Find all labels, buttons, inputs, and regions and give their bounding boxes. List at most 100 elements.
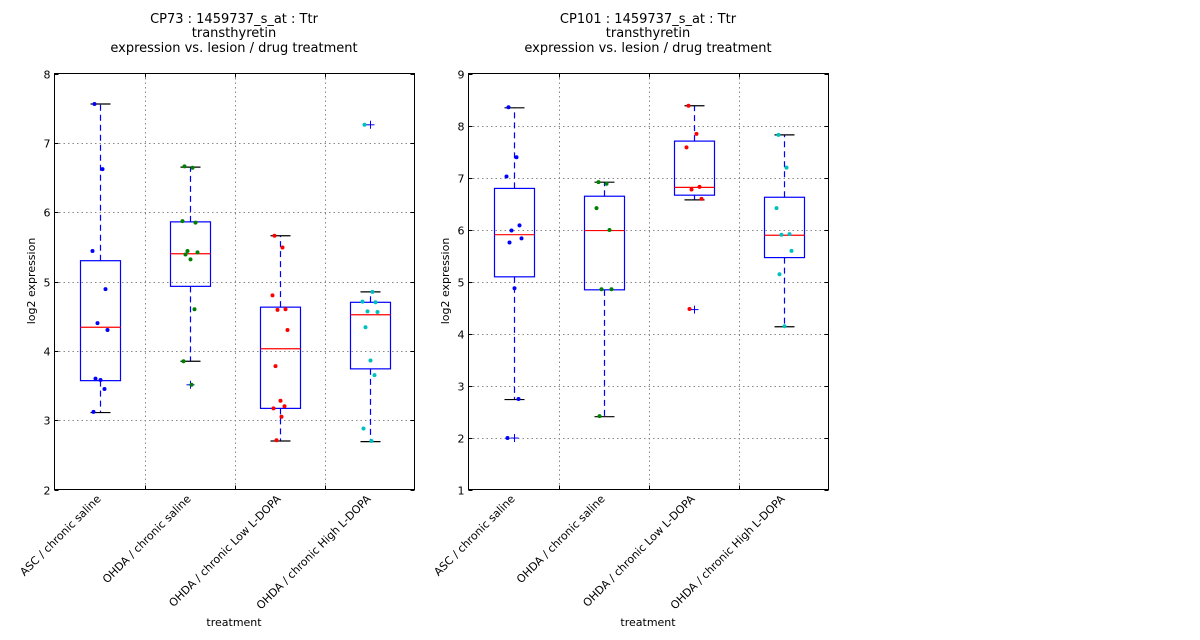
data-point [687, 307, 692, 312]
y-axis-label: log2 expression [25, 238, 38, 325]
data-point [195, 250, 200, 255]
data-point [90, 248, 95, 253]
data-point [192, 307, 197, 312]
chart-title-line-1: CP73 : 1459737_s_at : Ttr [150, 12, 319, 27]
data-point [92, 102, 97, 107]
y-tick-label: 8 [458, 121, 465, 134]
x-axis-label: treatment [620, 616, 676, 629]
y-tick-label: 5 [458, 277, 465, 290]
data-point [98, 377, 103, 382]
y-tick-label: 7 [458, 173, 465, 186]
box-3 [349, 120, 392, 443]
data-point [193, 220, 198, 225]
data-point [777, 272, 782, 277]
data-point [91, 409, 96, 414]
chart-title-line-2: transthyretin [192, 26, 276, 41]
data-point [782, 324, 787, 329]
plot-frame [54, 73, 415, 490]
data-point [105, 328, 110, 333]
data-point [784, 165, 789, 170]
data-point [190, 165, 195, 170]
data-point [280, 245, 285, 250]
data-point [368, 358, 373, 363]
data-point [271, 406, 276, 411]
data-point [279, 414, 284, 419]
data-point [375, 310, 380, 315]
data-point [361, 426, 366, 431]
data-point [372, 373, 377, 378]
data-point [504, 174, 509, 179]
outlier-marker [510, 434, 519, 443]
y-tick-label: 5 [44, 277, 51, 290]
data-point [370, 289, 375, 294]
data-point [609, 287, 614, 292]
chart-title-line-3: expression vs. lesion / drug treatment [110, 41, 357, 56]
data-point [509, 228, 514, 233]
chart-title-line-2: transthyretin [606, 26, 690, 41]
data-point [185, 248, 190, 253]
y-tick-label: 6 [44, 207, 51, 220]
data-point [181, 359, 186, 364]
data-point [365, 309, 370, 314]
data-point [697, 184, 702, 189]
data-point [597, 414, 602, 419]
data-point [189, 382, 194, 387]
data-point [95, 321, 100, 326]
data-point [507, 240, 512, 245]
data-point [182, 164, 187, 169]
data-point [512, 286, 517, 291]
data-point [599, 287, 604, 292]
data-point [505, 436, 510, 441]
x-axis-label: treatment [206, 616, 262, 629]
y-tick-label: 1 [458, 485, 465, 498]
data-point [369, 438, 374, 443]
y-tick-label: 4 [44, 346, 51, 359]
iqr-box [673, 140, 716, 196]
iqr-box [349, 301, 392, 370]
data-point [93, 376, 98, 381]
data-point [789, 248, 794, 253]
data-point [283, 307, 288, 312]
data-point [604, 181, 609, 186]
data-point [188, 257, 193, 262]
data-point [180, 219, 185, 224]
chart-title-line-3: expression vs. lesion / drug treatment [524, 41, 771, 56]
y-tick-label: 6 [458, 225, 465, 238]
iqr-box [583, 195, 626, 291]
outlier-marker [366, 120, 375, 129]
data-point [699, 196, 704, 201]
data-point [779, 232, 784, 237]
data-point [506, 105, 511, 110]
data-point [360, 299, 365, 304]
y-tick-label: 7 [44, 138, 51, 151]
data-point [684, 145, 689, 150]
data-point [516, 397, 521, 402]
data-point [275, 307, 280, 312]
data-point [774, 206, 779, 211]
chart-title-line-1: CP101 : 1459737_s_at : Ttr [560, 12, 737, 27]
data-point [274, 438, 279, 443]
data-point [285, 328, 290, 333]
box-0 [493, 107, 536, 443]
outlier-marker [690, 305, 699, 314]
data-point [596, 180, 601, 185]
y-tick-label: 3 [458, 381, 465, 394]
data-point [514, 155, 519, 160]
data-point [787, 232, 792, 237]
data-point [362, 122, 367, 127]
data-point [272, 233, 277, 238]
data-point [689, 187, 694, 192]
y-tick-label: 2 [458, 433, 465, 446]
data-point [686, 103, 691, 108]
data-point [102, 386, 107, 391]
data-point [607, 228, 612, 233]
data-point [373, 300, 378, 305]
y-tick-label: 9 [458, 69, 465, 82]
y-tick-label: 3 [44, 415, 51, 428]
data-point [103, 287, 108, 292]
data-point [363, 325, 368, 330]
y-tick-label: 8 [44, 69, 51, 82]
data-point [278, 398, 283, 403]
data-point [273, 364, 278, 369]
